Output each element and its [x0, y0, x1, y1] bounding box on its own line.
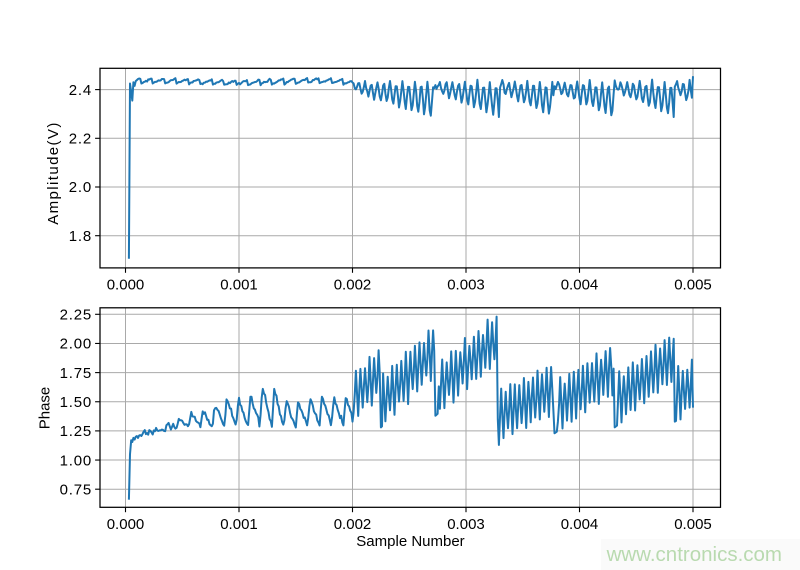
svg-text:Phase: Phase	[36, 387, 53, 430]
svg-text:2.4: 2.4	[69, 82, 92, 99]
svg-text:0.000: 0.000	[107, 516, 145, 533]
svg-text:0.001: 0.001	[220, 516, 258, 533]
svg-text:1.50: 1.50	[60, 394, 92, 411]
svg-text:0.001: 0.001	[220, 276, 258, 293]
svg-text:www.cntronics.com: www.cntronics.com	[606, 543, 782, 566]
svg-text:1.8: 1.8	[69, 228, 92, 245]
svg-text:2.25: 2.25	[60, 307, 92, 324]
svg-text:2.2: 2.2	[69, 131, 92, 148]
svg-text:1.00: 1.00	[60, 452, 92, 469]
svg-text:0.005: 0.005	[674, 516, 712, 533]
svg-text:0.003: 0.003	[447, 516, 485, 533]
svg-text:0.002: 0.002	[334, 276, 372, 293]
svg-text:0.004: 0.004	[561, 516, 599, 533]
svg-text:0.004: 0.004	[561, 276, 599, 293]
svg-text:0.003: 0.003	[447, 276, 485, 293]
svg-text:0.002: 0.002	[334, 516, 372, 533]
svg-text:0.005: 0.005	[674, 276, 712, 293]
svg-text:2.00: 2.00	[60, 336, 92, 353]
svg-text:1.75: 1.75	[60, 365, 92, 382]
svg-text:0.000: 0.000	[107, 276, 145, 293]
svg-text:Amplitude(V): Amplitude(V)	[45, 121, 62, 225]
svg-text:0.75: 0.75	[60, 481, 92, 498]
svg-text:Sample Number: Sample Number	[356, 533, 464, 550]
svg-text:1.25: 1.25	[60, 423, 92, 440]
svg-text:2.0: 2.0	[69, 179, 92, 196]
